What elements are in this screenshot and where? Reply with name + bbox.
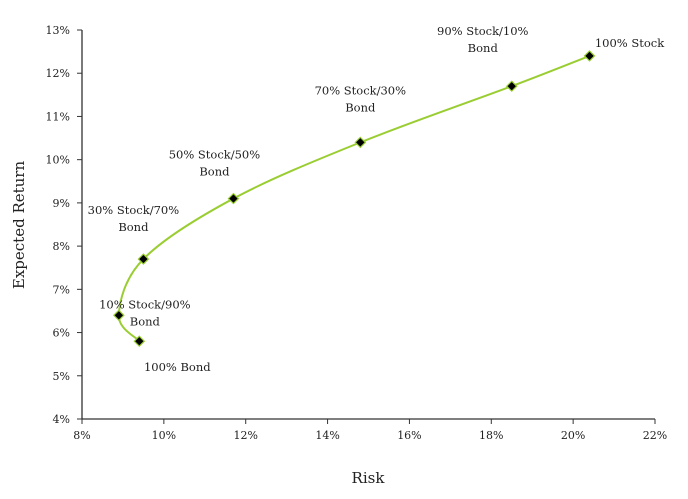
data-point-marker <box>137 253 150 265</box>
y-tick-label: 4% <box>53 413 70 426</box>
point-label: Bond <box>468 41 499 55</box>
x-tick-label: 20% <box>561 429 585 442</box>
point-label: 70% Stock/30% <box>315 83 407 97</box>
y-tick-label: 10% <box>46 154 70 167</box>
y-tick-label: 7% <box>53 283 70 296</box>
x-tick-label: 8% <box>73 429 90 442</box>
data-point-marker <box>583 50 596 62</box>
point-label: 100% Bond <box>144 360 211 374</box>
point-label: 90% Stock/10% <box>437 24 529 38</box>
y-tick-label: 8% <box>53 240 70 253</box>
y-tick-label: 13% <box>46 24 70 37</box>
x-tick-label: 16% <box>397 429 421 442</box>
x-tick-label: 12% <box>233 429 257 442</box>
point-label: 10% Stock/90% <box>99 297 191 311</box>
data-points <box>112 50 596 348</box>
data-point-marker <box>354 136 367 149</box>
x-tick-label: 22% <box>643 429 667 442</box>
data-point-marker <box>227 192 240 205</box>
x-axis-label: Risk <box>352 469 386 487</box>
point-label: Bond <box>130 314 161 328</box>
axes <box>77 29 656 424</box>
point-label: Bond <box>118 220 149 234</box>
data-point-marker <box>112 309 125 322</box>
y-tick-label: 11% <box>46 110 70 123</box>
point-label: Bond <box>345 100 376 114</box>
data-point-marker <box>505 80 518 93</box>
x-tick-label: 10% <box>152 429 176 442</box>
data-point-marker <box>133 335 146 348</box>
x-tick-label: 14% <box>315 429 339 442</box>
point-label: 100% Stock <box>595 36 665 50</box>
tick-labels: 8% 10% 12% 14% 16% 18% 20% 22% 4% 5% 6% 7% 8% 9% 10% 11… <box>46 24 668 442</box>
point-label: 30% Stock/70% <box>88 203 180 217</box>
y-axis-label: Expected Return <box>10 161 28 290</box>
y-tick-label: 9% <box>53 197 70 210</box>
y-tick-label: 5% <box>53 370 70 383</box>
y-tick-label: 6% <box>53 327 70 340</box>
point-label: Bond <box>199 165 230 179</box>
point-label: 50% Stock/50% <box>169 148 261 162</box>
point-labels: 100% Bond 10% Stock/90% Bond 30% Stock/70% B… <box>88 24 666 374</box>
y-tick-label: 12% <box>46 67 70 80</box>
x-tick-label: 18% <box>479 429 503 442</box>
